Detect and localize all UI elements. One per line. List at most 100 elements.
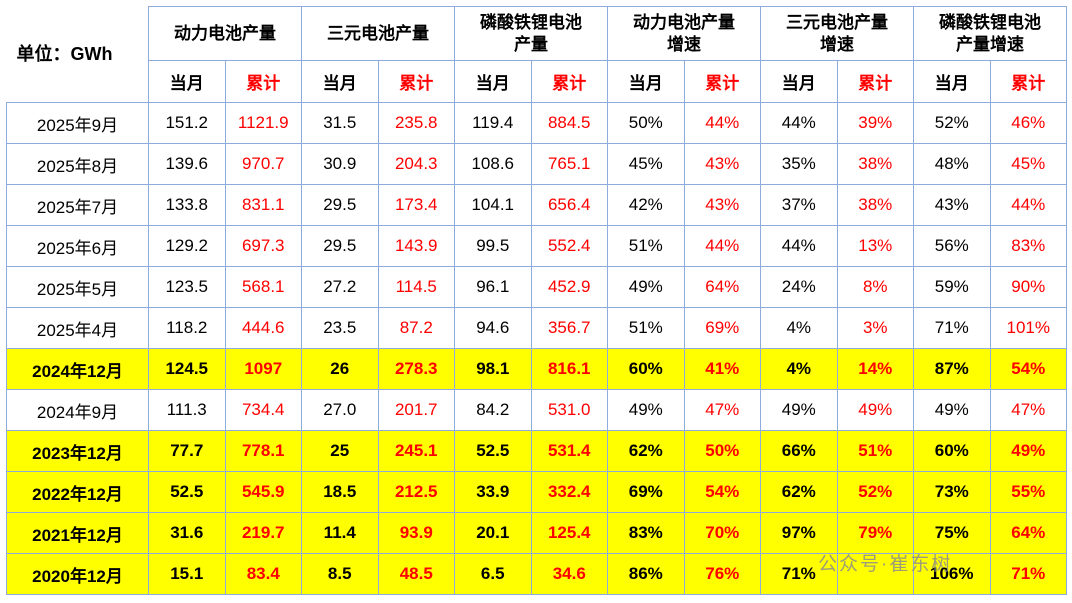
monthly-value-cell: 45% xyxy=(607,143,685,185)
cumulative-value-cell: 49% xyxy=(836,389,914,431)
table-body: 2025年9月 151.2 1121.9 31.5 235.8 119.4 884.5 50%… xyxy=(6,102,1067,595)
cumulative-value-cell: 83.4 xyxy=(224,553,302,595)
cumulative-value-cell: 79% xyxy=(836,512,914,554)
monthly-value-cell: 77.7 xyxy=(148,430,226,472)
column-group-header-0: 动力电池产量 xyxy=(148,6,302,61)
row-month-label: 2023年12月 xyxy=(6,430,149,472)
monthly-value-cell: 84.2 xyxy=(454,389,532,431)
monthly-value-cell: 87% xyxy=(913,348,991,390)
subheader-cumulative: 累计 xyxy=(377,60,455,103)
cumulative-value-cell: 173.4 xyxy=(377,184,455,226)
cumulative-value-cell: 356.7 xyxy=(530,307,608,349)
cumulative-value-cell: 83% xyxy=(989,225,1067,267)
cumulative-value-cell: 697.3 xyxy=(224,225,302,267)
row-month-label: 2022年12月 xyxy=(6,471,149,513)
cumulative-value-cell: 44% xyxy=(989,184,1067,226)
subheader-current-month: 当月 xyxy=(760,60,838,103)
row-month-label: 2025年7月 xyxy=(6,184,149,226)
subheader-cumulative: 累计 xyxy=(683,60,761,103)
cumulative-value-cell: 64% xyxy=(683,266,761,308)
monthly-value-cell: 71% xyxy=(760,553,838,595)
monthly-value-cell: 62% xyxy=(607,430,685,472)
monthly-value-cell: 49% xyxy=(607,389,685,431)
table-row: 2025年5月 123.5 568.1 27.2 114.5 96.1 452.9 49% 64… xyxy=(6,266,1067,308)
monthly-value-cell: 111.3 xyxy=(148,389,226,431)
cumulative-value-cell: 54% xyxy=(683,471,761,513)
monthly-value-cell: 33.9 xyxy=(454,471,532,513)
monthly-value-cell: 52% xyxy=(913,102,991,144)
cumulative-value-cell: 444.6 xyxy=(224,307,302,349)
monthly-value-cell: 27.0 xyxy=(301,389,379,431)
monthly-value-cell: 6.5 xyxy=(454,553,532,595)
table-row: 2021年12月 31.6 219.7 11.4 93.9 20.1 125.4 83% 70%… xyxy=(6,512,1067,554)
monthly-value-cell: 51% xyxy=(607,225,685,267)
subheader-cumulative: 累计 xyxy=(836,60,914,103)
monthly-value-cell: 37% xyxy=(760,184,838,226)
cumulative-value-cell: 831.1 xyxy=(224,184,302,226)
cumulative-value-cell: 552.4 xyxy=(530,225,608,267)
cumulative-value-cell: 452.9 xyxy=(530,266,608,308)
cumulative-value-cell: 235.8 xyxy=(377,102,455,144)
monthly-value-cell: 44% xyxy=(760,102,838,144)
cumulative-value-cell: 212.5 xyxy=(377,471,455,513)
cumulative-value-cell: 64% xyxy=(989,512,1067,554)
cumulative-value-cell: 568.1 xyxy=(224,266,302,308)
monthly-value-cell: 98.1 xyxy=(454,348,532,390)
monthly-value-cell: 43% xyxy=(913,184,991,226)
monthly-value-cell: 4% xyxy=(760,348,838,390)
monthly-value-cell: 71% xyxy=(913,307,991,349)
cumulative-value-cell: 278.3 xyxy=(377,348,455,390)
column-group-header-2: 磷酸铁锂电池 产量 xyxy=(454,6,608,61)
monthly-value-cell: 66% xyxy=(760,430,838,472)
monthly-value-cell: 104.1 xyxy=(454,184,532,226)
monthly-value-cell: 139.6 xyxy=(148,143,226,185)
monthly-value-cell: 75% xyxy=(913,512,991,554)
monthly-value-cell: 4% xyxy=(760,307,838,349)
cumulative-value-cell: 90% xyxy=(989,266,1067,308)
table-row: 2020年12月 15.1 83.4 8.5 48.5 6.5 34.6 86% 76% 71% 1… xyxy=(6,553,1067,595)
row-month-label: 2025年9月 xyxy=(6,102,149,144)
monthly-value-cell: 59% xyxy=(913,266,991,308)
monthly-value-cell: 15.1 xyxy=(148,553,226,595)
monthly-value-cell: 42% xyxy=(607,184,685,226)
monthly-value-cell: 11.4 xyxy=(301,512,379,554)
monthly-value-cell: 69% xyxy=(607,471,685,513)
monthly-value-cell: 18.5 xyxy=(301,471,379,513)
subheader-current-month: 当月 xyxy=(148,60,226,103)
subheader-current-month: 当月 xyxy=(607,60,685,103)
cumulative-value-cell: 39% xyxy=(836,102,914,144)
cumulative-value-cell: 34.6 xyxy=(530,553,608,595)
monthly-value-cell: 8.5 xyxy=(301,553,379,595)
subheader-row: 当月 累计 当月 累计 当月 累计 当月 累计 当月 累计 当月 累计 xyxy=(7,60,1067,103)
column-group-header-4: 三元电池产量 增速 xyxy=(760,6,914,61)
cumulative-value-cell: 54% xyxy=(989,348,1067,390)
cumulative-value-cell: 970.7 xyxy=(224,143,302,185)
cumulative-value-cell: 52% xyxy=(836,471,914,513)
cumulative-value-cell: 87.2 xyxy=(377,307,455,349)
battery-production-table: 单位：GWh 动力电池产量 三元电池产量 磷酸铁锂电池 产量 动力电池产量 增速 三元电… xyxy=(6,6,1067,595)
monthly-value-cell: 56% xyxy=(913,225,991,267)
monthly-value-cell: 48% xyxy=(913,143,991,185)
cumulative-value-cell: 14% xyxy=(836,348,914,390)
table-row: 2023年12月 77.7 778.1 25 245.1 52.5 531.4 62% 50% 6… xyxy=(6,430,1067,472)
cumulative-value-cell: 114.5 xyxy=(377,266,455,308)
cumulative-value-cell: 545.9 xyxy=(224,471,302,513)
cumulative-value-cell: 51% xyxy=(836,430,914,472)
cumulative-value-cell: 656.4 xyxy=(530,184,608,226)
cumulative-value-cell: 219.7 xyxy=(224,512,302,554)
column-group-header-5: 磷酸铁锂电池 产量增速 xyxy=(913,6,1067,61)
cumulative-value-cell xyxy=(836,553,914,595)
cumulative-value-cell: 143.9 xyxy=(377,225,455,267)
cumulative-value-cell: 13% xyxy=(836,225,914,267)
monthly-value-cell: 52.5 xyxy=(148,471,226,513)
cumulative-value-cell: 71% xyxy=(989,553,1067,595)
cumulative-value-cell: 204.3 xyxy=(377,143,455,185)
cumulative-value-cell: 8% xyxy=(836,266,914,308)
cumulative-value-cell: 45% xyxy=(989,143,1067,185)
cumulative-value-cell: 93.9 xyxy=(377,512,455,554)
cumulative-value-cell: 48.5 xyxy=(377,553,455,595)
cumulative-value-cell: 44% xyxy=(683,102,761,144)
row-month-label: 2024年9月 xyxy=(6,389,149,431)
table-row: 2022年12月 52.5 545.9 18.5 212.5 33.9 332.4 69% 54… xyxy=(6,471,1067,513)
